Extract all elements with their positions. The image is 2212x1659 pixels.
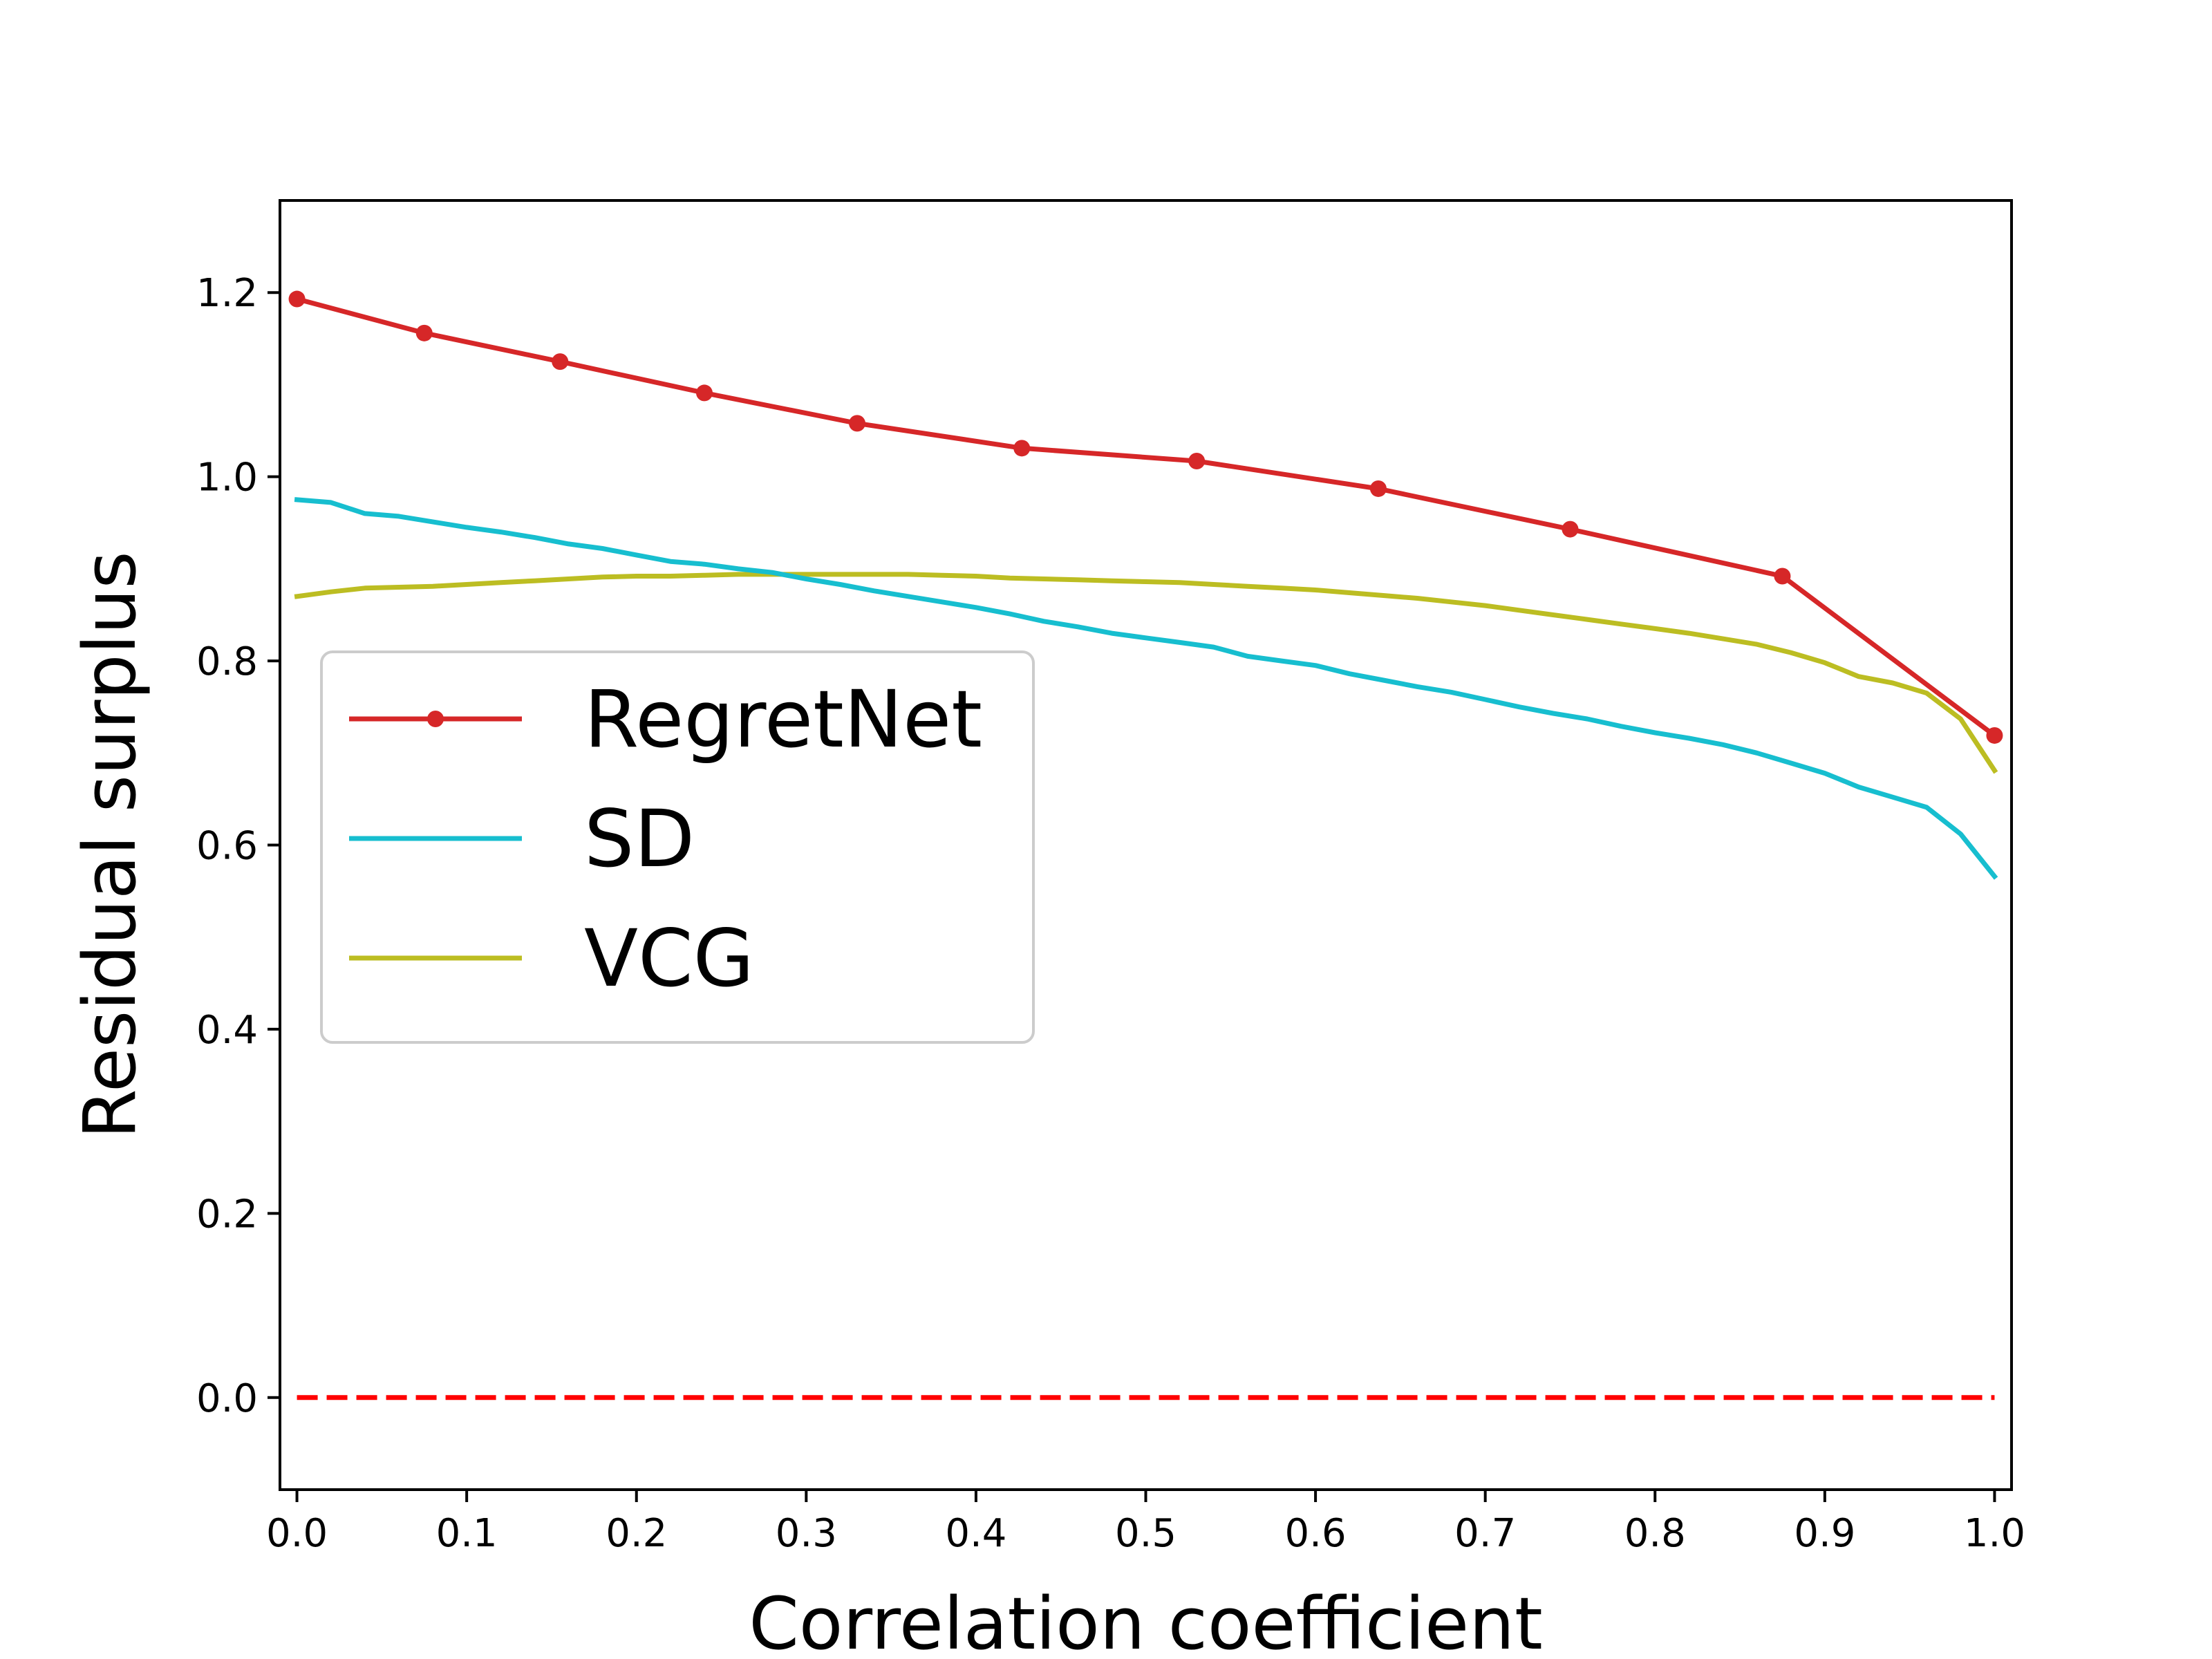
x-axis: 0.0 0.1 0.2 0.3 0.4 0.5 0.6 0.7 0.8 0.9 1.0 — [266, 1490, 2025, 1556]
x-tick-label: 0.6 — [1285, 1511, 1347, 1556]
x-tick-label: 0.8 — [1624, 1511, 1686, 1556]
legend: RegretNet SD VCG — [320, 650, 1035, 1044]
series-line-sd — [294, 497, 1998, 880]
data-point-regretnet — [1774, 568, 1791, 585]
data-point-regretnet — [1986, 727, 2003, 744]
x-tick-label: 0.0 — [266, 1511, 328, 1556]
x-tick-label: 0.9 — [1794, 1511, 1855, 1556]
y-tick-label: 0.0 — [196, 1376, 258, 1421]
legend-label-sd: SD — [584, 793, 695, 885]
y-tick-label: 1.0 — [196, 456, 258, 500]
legend-label-vcg: VCG — [584, 912, 754, 1004]
data-point-regretnet — [1013, 440, 1031, 457]
y-axis: 0.0 0.2 0.4 0.6 0.8 1.0 1.2 — [196, 271, 280, 1421]
legend-marker-regretnet — [427, 711, 444, 727]
data-point-regretnet — [849, 415, 865, 432]
y-tick-label: 0.8 — [196, 639, 258, 684]
legend-box — [320, 650, 1035, 1044]
y-tick-label: 1.2 — [196, 271, 258, 316]
data-point-regretnet — [1369, 480, 1387, 497]
data-point-regretnet — [1188, 452, 1206, 469]
x-tick-label: 0.5 — [1115, 1511, 1177, 1556]
y-tick-label: 0.2 — [196, 1192, 258, 1237]
x-tick-label: 1.0 — [1964, 1511, 2025, 1556]
data-point-regretnet — [288, 290, 306, 308]
y-tick-label: 0.4 — [196, 1008, 258, 1053]
x-axis-title: Correlation coefficient — [749, 1582, 1543, 1659]
series-line-vcg — [294, 572, 1998, 774]
x-tick-label: 0.4 — [945, 1511, 1006, 1556]
data-point-regretnet — [695, 384, 713, 402]
legend-label-regretnet: RegretNet — [584, 673, 982, 765]
data-point-regretnet — [415, 324, 433, 341]
x-tick-label: 0.3 — [776, 1511, 837, 1556]
x-tick-label: 0.2 — [606, 1511, 667, 1556]
data-point-regretnet — [552, 353, 569, 371]
x-tick-label: 0.1 — [436, 1511, 498, 1556]
y-tick-label: 0.6 — [196, 824, 258, 869]
data-point-regretnet — [1562, 521, 1579, 538]
y-axis-title: Residual surplus — [68, 551, 152, 1138]
plot-content — [288, 290, 2003, 1400]
x-tick-label: 0.7 — [1454, 1511, 1516, 1556]
